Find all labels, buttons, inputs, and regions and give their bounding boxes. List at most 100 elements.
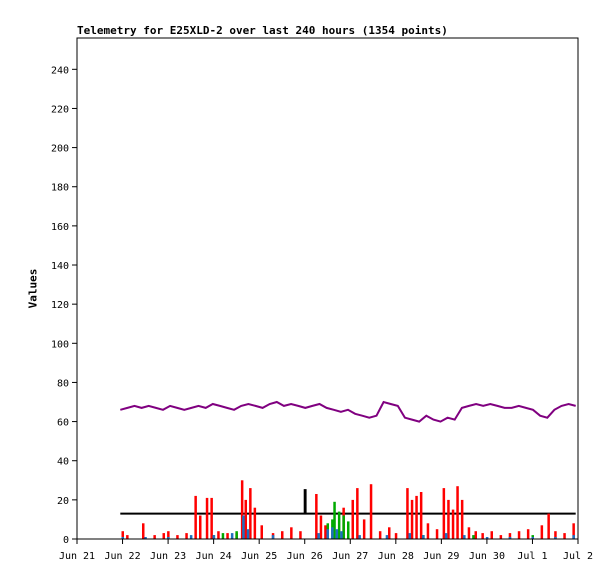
series-line-black xyxy=(120,489,576,515)
x-tick-label: Jul 1 xyxy=(517,551,547,562)
spike-blue xyxy=(531,537,534,539)
x-tick-label: Jun 28 xyxy=(378,551,414,562)
spike-blue xyxy=(385,535,389,539)
spike-blue xyxy=(167,537,170,539)
spike-red xyxy=(253,507,257,539)
spike-blue xyxy=(358,535,361,539)
spike-red xyxy=(406,488,409,539)
spike-green xyxy=(347,521,350,539)
spike-green xyxy=(337,511,341,539)
series-layer xyxy=(120,400,576,539)
spike-blue xyxy=(463,535,466,539)
x-tick-label: Jun 23 xyxy=(150,551,186,562)
spike-blue xyxy=(572,535,575,539)
y-tick-label: 40 xyxy=(57,457,69,468)
spike-red xyxy=(194,495,197,539)
spike-red xyxy=(547,513,550,539)
spike-red xyxy=(249,488,252,539)
series-line-purple xyxy=(120,400,576,423)
spike-blue xyxy=(242,515,245,539)
spike-red xyxy=(319,515,323,539)
spike-red xyxy=(153,535,156,539)
y-tick-label: 220 xyxy=(51,104,69,115)
plot-frame xyxy=(76,37,579,540)
spike-red xyxy=(162,533,165,539)
spike-red xyxy=(490,531,493,539)
y-tick-label: 20 xyxy=(57,496,69,507)
y-tick-label: 80 xyxy=(57,378,69,389)
axes-layer: 0 20 40 60 80 100 120 140 160 180 200 220 240 Jun 21 J… xyxy=(51,65,593,562)
spike-red xyxy=(388,527,391,539)
spike-blue xyxy=(121,537,124,539)
spike-red xyxy=(554,531,557,539)
spike-red xyxy=(415,495,418,539)
x-tick-label: Jun 29 xyxy=(423,551,459,562)
spike-red xyxy=(474,531,477,539)
spike-red xyxy=(362,519,366,539)
spike-red xyxy=(563,533,566,539)
spike-red xyxy=(481,533,484,539)
spike-red xyxy=(167,531,170,539)
x-tick-label: Jul 2 xyxy=(563,551,593,562)
spike-green xyxy=(221,533,225,539)
spike-red xyxy=(244,499,247,539)
spike-blue xyxy=(189,535,193,539)
spike-red xyxy=(226,533,229,539)
spike-blue xyxy=(444,533,448,539)
spike-red xyxy=(456,486,459,539)
spike-green xyxy=(235,531,238,539)
y-tick-label: 240 xyxy=(51,65,69,76)
spike-red xyxy=(217,531,220,539)
spike-red xyxy=(356,488,359,539)
spike-red xyxy=(210,497,213,539)
spike-blue xyxy=(144,537,147,539)
spike-red xyxy=(572,523,575,539)
spike-blue xyxy=(331,527,334,539)
spike-blue xyxy=(485,537,489,539)
spike-red xyxy=(435,529,439,539)
spike-green xyxy=(472,535,475,539)
spike-blue xyxy=(408,533,411,539)
spike-red xyxy=(419,492,423,539)
spike-red xyxy=(290,527,293,539)
spike-red xyxy=(394,533,398,539)
x-tick-label: Jun 24 xyxy=(196,551,232,562)
x-tick-label: Jun 26 xyxy=(287,551,323,562)
spike-red xyxy=(299,531,302,539)
spike-red xyxy=(526,529,530,539)
spike-red xyxy=(142,523,145,539)
spike-blue xyxy=(317,533,320,539)
spike-blue xyxy=(335,529,339,539)
spike-red xyxy=(410,499,414,539)
spike-red xyxy=(426,523,430,539)
spike-red xyxy=(460,499,464,539)
spike-blue xyxy=(422,535,425,539)
spike-red xyxy=(378,531,382,539)
spike-red xyxy=(351,499,354,539)
chart-title: Telemetry for E25XLD-2 over last 240 hou… xyxy=(77,24,448,37)
spike-red xyxy=(451,509,455,539)
spike-red xyxy=(517,531,521,539)
spike-red xyxy=(199,515,202,539)
spike-red xyxy=(540,525,544,539)
y-tick-label: 160 xyxy=(51,222,69,233)
spike-blue xyxy=(326,529,329,539)
spike-blue xyxy=(230,533,234,539)
spike-red xyxy=(315,494,318,539)
spike-red xyxy=(121,531,124,539)
spike-red xyxy=(447,499,450,539)
y-tick-label: 140 xyxy=(51,261,69,272)
spike-green xyxy=(342,515,345,539)
spike-red xyxy=(467,527,471,539)
spike-red xyxy=(126,535,129,539)
spike-blue xyxy=(554,537,557,539)
x-tick-label: Jun 21 xyxy=(59,551,95,562)
spike-red xyxy=(499,535,503,539)
spike-blue xyxy=(212,535,216,539)
spike-red xyxy=(240,480,244,539)
spike-red xyxy=(442,488,446,539)
spike-red xyxy=(369,484,373,539)
spike-red xyxy=(508,533,512,539)
spike-red xyxy=(324,525,327,539)
y-tick-label: 200 xyxy=(51,144,69,155)
